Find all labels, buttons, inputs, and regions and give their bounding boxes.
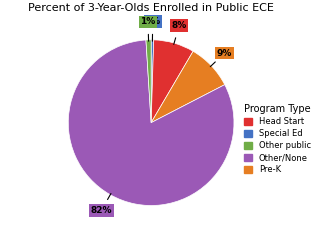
Wedge shape [68, 40, 234, 205]
Text: 1%: 1% [140, 17, 156, 26]
Text: 8%: 8% [172, 21, 187, 30]
Wedge shape [151, 51, 225, 123]
Wedge shape [151, 40, 193, 123]
Text: 0%: 0% [145, 17, 160, 26]
Title: Percent of 3-Year-Olds Enrolled in Public ECE: Percent of 3-Year-Olds Enrolled in Publi… [28, 3, 274, 13]
Legend: Head Start, Special Ed, Other public, Other/None, Pre-K: Head Start, Special Ed, Other public, Ot… [242, 103, 313, 176]
Wedge shape [146, 40, 151, 123]
Text: 82%: 82% [91, 206, 112, 215]
Wedge shape [151, 40, 154, 123]
Text: 9%: 9% [217, 49, 232, 58]
